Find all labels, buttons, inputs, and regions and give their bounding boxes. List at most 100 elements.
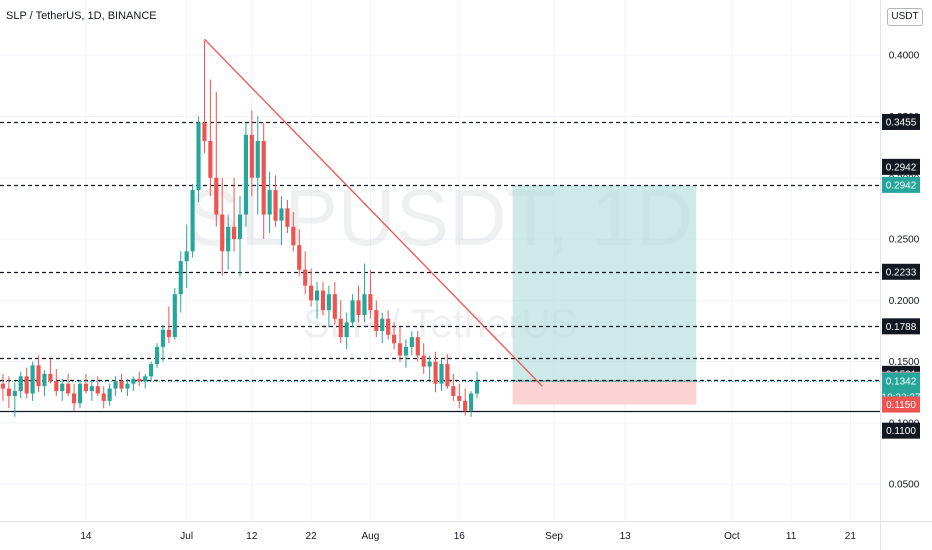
candle-down [101,393,106,401]
candle-down [451,386,456,396]
candle-down [433,361,438,384]
candle-down [457,395,462,401]
price-label: 0.2942 [882,158,920,175]
y-axis-tick-label: 0.2000 [889,296,920,307]
candle-down [386,318,391,335]
trendline[interactable] [203,38,543,387]
candle-up [469,393,474,411]
candle-up [237,214,243,240]
candle-down [356,300,361,316]
candle-down [261,140,266,215]
candle-down [66,383,71,394]
candle-up [439,364,444,384]
candle-down [392,334,397,344]
candle-down [397,343,403,356]
price-label: 0.2233 [882,263,920,280]
candle-up [149,364,154,377]
candle-up [403,346,408,356]
price-label-text: 0.2942 [886,162,917,173]
candle-up [12,391,17,396]
candle-up [409,337,414,347]
candle-up [474,381,480,394]
candle-down [421,355,426,367]
price-label-background [882,263,920,280]
price-label: 0.1788 [882,318,920,335]
candle-down [166,329,171,338]
price-label-background [882,113,920,130]
candle-up [42,373,47,387]
candle-down [119,381,124,389]
price-label-background [882,158,920,175]
price-label-background [882,373,920,390]
price-label: 0.1100 [882,422,920,439]
candle-down [24,376,29,394]
candle-up [160,329,166,347]
price-label: 0.1150 [882,396,920,413]
candle-up [184,251,189,262]
candle-down [374,310,379,331]
candle-down [320,290,326,311]
candle-up [18,376,23,392]
candle-up [143,376,148,382]
candle-up [267,190,272,215]
candle-up [60,383,65,392]
candle-down [291,226,296,246]
candle-up [172,294,177,338]
candle-down [273,190,278,221]
candle-down [297,245,302,270]
candle-up [125,383,130,389]
position-target-zone[interactable] [512,184,697,382]
candle-down [309,285,314,301]
candle-up [131,378,136,384]
symbol-title[interactable]: SLP / TetherUS, 1D, BINANCE [6,10,157,22]
candle-down [220,214,225,252]
candle-down [137,378,142,382]
y-axis-tick-label: 0.2500 [889,235,920,246]
candle-down [232,226,237,240]
candle-down [285,208,290,227]
x-axis-tick-label: 12 [246,531,258,542]
candle-down [202,122,207,141]
x-axis-tick-label: 11 [786,531,797,542]
candle-up [350,300,355,323]
candle-down [72,393,77,404]
position-tool[interactable] [512,184,697,405]
candle-up [89,386,94,392]
candle-up [427,361,432,367]
candle-up [243,134,248,215]
candle-down [463,400,468,411]
candle-down [36,365,41,387]
price-label-background [882,422,920,439]
price-label-text: 0.3455 [886,117,917,128]
candle-up [380,318,385,331]
candle-down [303,269,308,286]
price-label-text: 0.1150 [886,400,916,411]
x-axis-tick-label: 16 [454,531,466,542]
candle-up [154,346,160,365]
candle-up [226,226,231,252]
horizontal-levels[interactable] [0,121,880,413]
currency-button[interactable]: USDT [887,8,923,26]
price-label-text: 0.1100 [886,426,916,437]
x-axis-tick-label: Oct [724,531,740,542]
candle-up [196,122,201,191]
y-axis-tick-label: 0.1500 [889,357,920,368]
price-label-text: 0.1342 [886,377,917,388]
price-label-background [882,176,920,193]
candles [0,40,480,417]
candle-down [249,134,254,178]
grid-layer [0,0,880,521]
trendline-layer[interactable] [203,38,543,387]
candle-down [54,381,59,392]
price-label: 0.3455 [882,113,920,130]
candle-up [326,294,331,311]
price-label-text: 0.2942 [886,180,917,191]
y-axis-tick-label: 0.0500 [889,480,920,491]
price-label-background [882,396,920,413]
candle-up [314,290,320,301]
x-axis-tick-label: Sep [545,531,563,542]
candle-up [190,190,195,252]
price-label-text: 0.1788 [886,322,917,333]
position-stop-zone[interactable] [512,381,697,405]
